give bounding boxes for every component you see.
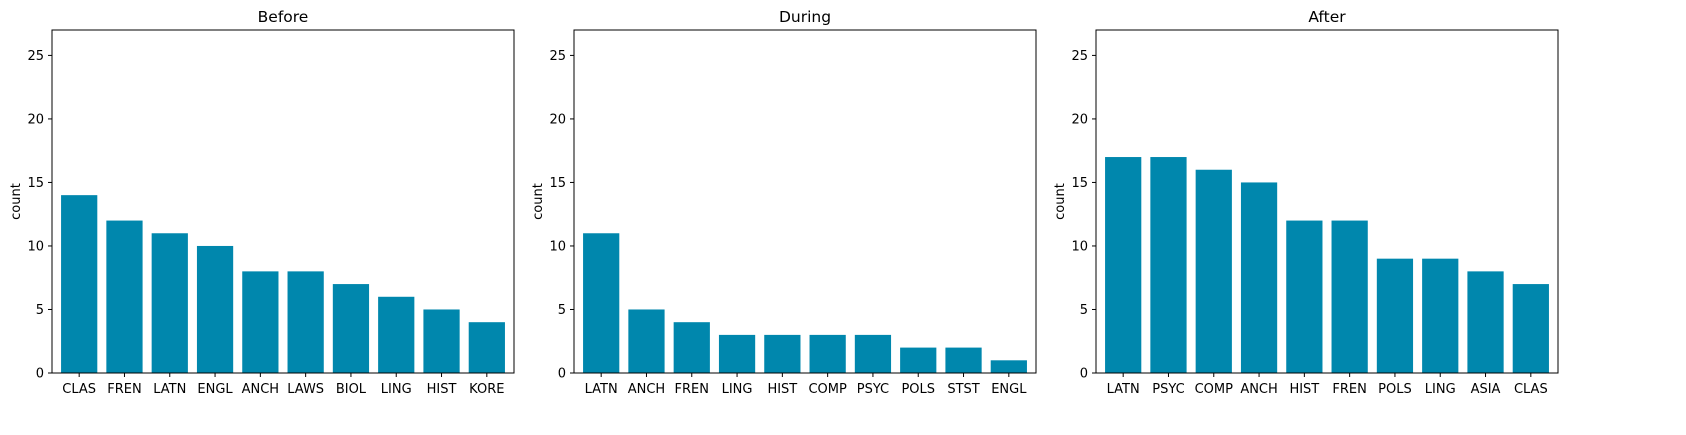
x-tick-label-hist: HIST — [767, 382, 797, 397]
y-tick-label: 25 — [549, 49, 566, 64]
y-tick-label: 0 — [558, 367, 566, 382]
y-tick-label: 15 — [1071, 176, 1088, 191]
x-tick-label-pols: POLS — [901, 382, 935, 397]
y-tick-label: 20 — [27, 112, 44, 127]
y-axis-label: count — [1053, 183, 1068, 220]
x-tick-label-fren: FREN — [1332, 382, 1366, 397]
x-tick-label-anch: ANCH — [1240, 382, 1277, 397]
x-tick-label-biol: BIOL — [336, 382, 367, 397]
y-tick-label: 10 — [1071, 239, 1088, 254]
x-tick-label-pols: POLS — [1378, 382, 1412, 397]
bar-pols — [1376, 258, 1414, 373]
bar-latn — [583, 233, 620, 373]
bar-engl — [196, 245, 234, 373]
y-axis-label: count — [531, 183, 546, 220]
y-tick-label: 5 — [1080, 303, 1088, 318]
x-tick-label-ling: LING — [381, 382, 412, 397]
bar-clas — [61, 195, 98, 373]
bar-hist — [1286, 220, 1323, 373]
chart-title: During — [779, 8, 831, 26]
bar-hist — [764, 334, 801, 373]
bar-kore — [468, 322, 505, 373]
bar-latn — [1105, 157, 1142, 373]
y-tick-label: 20 — [1071, 112, 1088, 127]
axes-frame — [573, 29, 1037, 374]
bar-fren — [1331, 220, 1368, 373]
x-tick-label-fren: FREN — [107, 382, 141, 397]
x-tick-label-kore: KORE — [469, 382, 504, 397]
chart-panel-3: 0 5 10 15 20 25 LATN PSYC COMP ANCH HIST FREN POLS LI… — [1053, 8, 1559, 397]
axes-frame — [1095, 29, 1559, 374]
y-tick-label: 15 — [27, 176, 44, 191]
bar-anch — [242, 271, 279, 373]
y-tick-label: 15 — [549, 176, 566, 191]
y-tick-label: 25 — [1071, 49, 1088, 64]
x-tick-label-latn: LATN — [1107, 382, 1140, 397]
bar-latn — [151, 233, 188, 373]
y-axis-label: count — [9, 183, 24, 220]
x-tick-label-asia: ASIA — [1471, 382, 1501, 397]
x-tick-label-psyc: PSYC — [1152, 382, 1184, 397]
x-tick-label-anch: ANCH — [242, 382, 279, 397]
bar-clas — [1512, 284, 1549, 373]
chart-title: Before — [258, 8, 309, 26]
y-tick-label: 5 — [558, 303, 566, 318]
x-tick-label-clas: CLAS — [1514, 382, 1548, 397]
bar-pols — [900, 347, 937, 373]
y-tick-label: 0 — [36, 367, 44, 382]
bar-comp — [809, 334, 846, 373]
y-tick-label: 10 — [549, 239, 566, 254]
bar-engl — [990, 360, 1027, 373]
x-tick-label-hist: HIST — [1289, 382, 1319, 397]
y-tick-label: 20 — [549, 112, 566, 127]
bar-asia — [1467, 271, 1504, 373]
x-tick-label-stst: STST — [947, 382, 979, 397]
y-tick-label: 5 — [36, 303, 44, 318]
bar-hist — [423, 309, 460, 373]
bar-anch — [1240, 182, 1278, 373]
x-tick-label-laws: LAWS — [287, 382, 324, 397]
y-tick-label: 25 — [27, 49, 44, 64]
bar-biol — [332, 284, 370, 373]
bar-ling — [718, 334, 756, 373]
x-tick-label-ling: LING — [1425, 382, 1456, 397]
x-tick-label-fren: FREN — [675, 382, 709, 397]
bar-ling — [378, 296, 415, 373]
x-tick-label-anch: ANCH — [628, 382, 665, 397]
bar-comp — [1195, 169, 1232, 373]
x-tick-label-clas: CLAS — [62, 382, 96, 397]
bar-ling — [1422, 258, 1459, 373]
x-tick-label-psyc: PSYC — [857, 382, 889, 397]
bar-laws — [287, 271, 324, 373]
bar-fren — [673, 322, 710, 373]
chart-panel-2: 0 5 10 15 20 25 LATN ANCH FREN LING HIST COMP PSYC PO… — [531, 8, 1037, 397]
x-tick-label-engl: ENGL — [197, 382, 233, 397]
x-tick-label-hist: HIST — [427, 382, 457, 397]
x-tick-label-ling: LING — [722, 382, 753, 397]
x-tick-label-comp: COMP — [1195, 382, 1234, 397]
x-tick-label-latn: LATN — [153, 382, 186, 397]
chart-title: After — [1308, 8, 1346, 26]
bar-fren — [106, 220, 143, 373]
bar-psyc — [854, 334, 892, 373]
x-tick-label-comp: COMP — [808, 382, 847, 397]
x-tick-label-engl: ENGL — [991, 382, 1027, 397]
x-tick-label-latn: LATN — [585, 382, 618, 397]
y-tick-label: 10 — [27, 239, 44, 254]
bar-anch — [628, 309, 665, 373]
bar-psyc — [1150, 157, 1187, 373]
bar-stst — [945, 347, 982, 373]
y-tick-label: 0 — [1080, 367, 1088, 382]
axes-frame — [51, 29, 515, 374]
chart-panel-1: 0 5 10 15 20 25 CLAS FREN LATN ENGL ANCH LAWS BIOL LI… — [9, 8, 515, 397]
